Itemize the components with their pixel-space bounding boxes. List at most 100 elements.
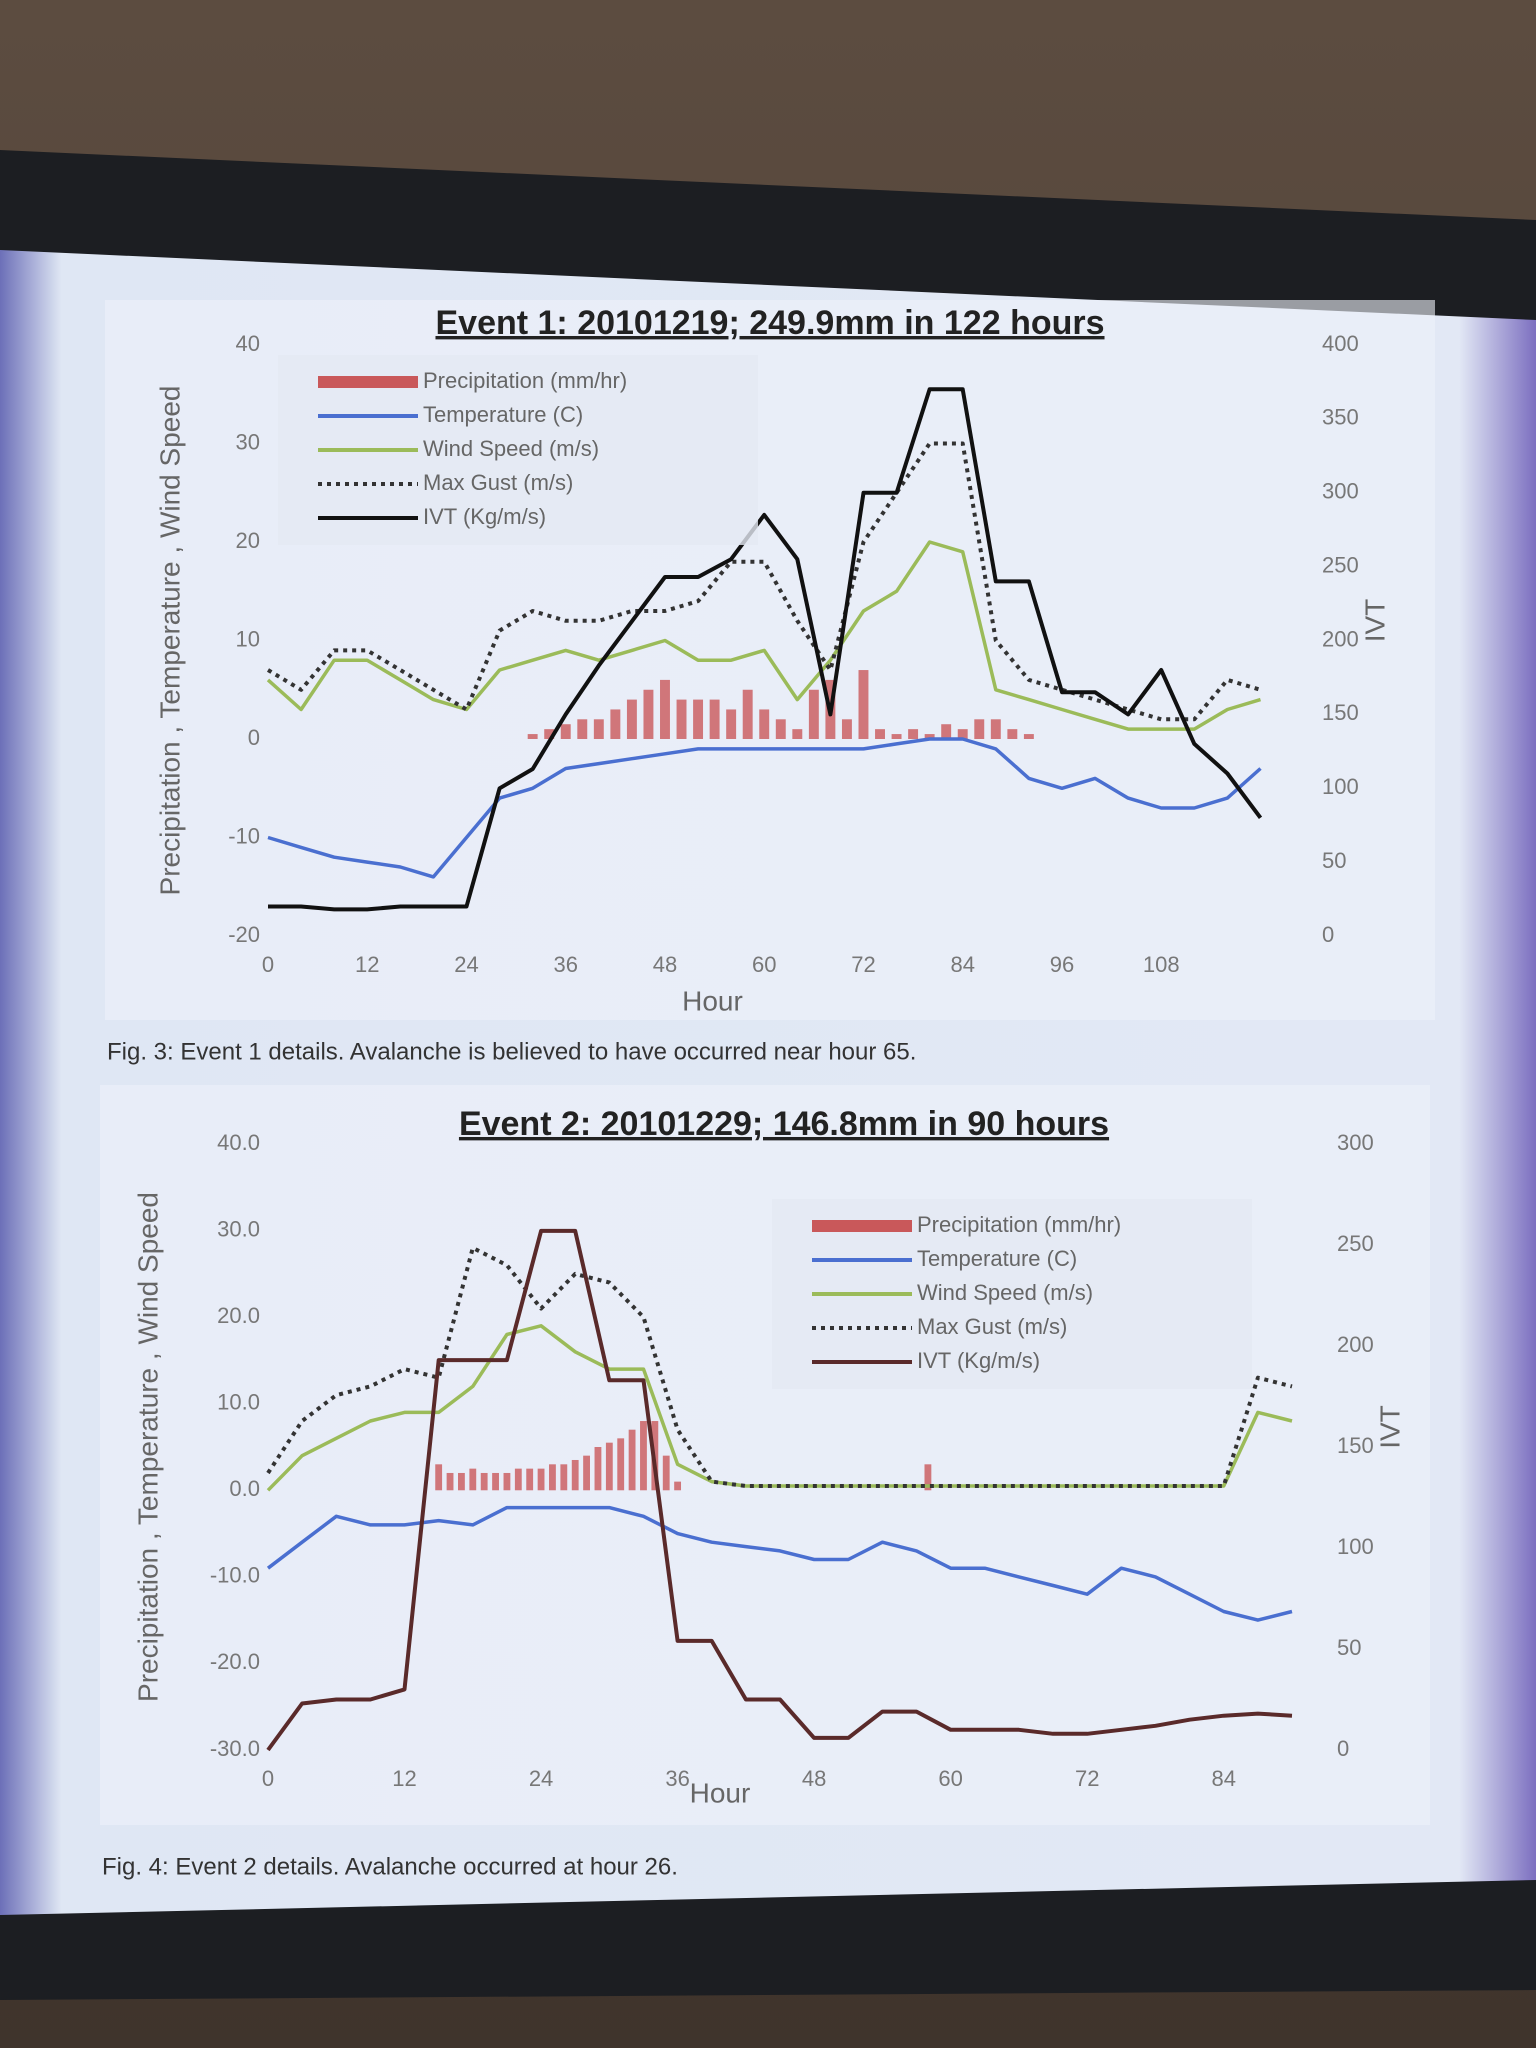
y2-tick-label: 50 (1337, 1635, 1361, 1660)
precip-bar (990, 719, 1001, 739)
y2-tick-label: 400 (1322, 331, 1359, 356)
y2-tick-label: 300 (1337, 1130, 1374, 1155)
series-line (266, 540, 1262, 731)
y2-tick-label: 100 (1322, 774, 1359, 799)
precip-bar (891, 734, 902, 739)
precip-bar (560, 724, 571, 739)
precip-bar (1007, 729, 1018, 739)
legend-label: IVT (Kg/m/s) (917, 1348, 1040, 1373)
y-tick-label: -30.0 (210, 1736, 260, 1761)
precip-bar (594, 1447, 602, 1491)
precip-bar (808, 689, 819, 739)
precip-bar (660, 679, 670, 739)
precip-bar (617, 1438, 625, 1491)
caption: Fig. 3: Event 1 details. Avalanche is be… (107, 1038, 916, 1065)
legend-swatch (318, 376, 418, 388)
precip-bar (593, 719, 604, 739)
precip-bar (537, 1468, 545, 1491)
precip-bar (709, 699, 720, 739)
x-tick-label: 48 (653, 952, 677, 977)
y-tick-label: -20.0 (210, 1649, 260, 1674)
precip-bar (435, 1464, 443, 1491)
y-tick-label: 40 (236, 331, 260, 356)
x-tick-label: 48 (802, 1766, 826, 1791)
charts: Event 1: 20101219; 249.9mm in 122 hours F… (102, 304, 1405, 1880)
precip-bar (527, 734, 538, 739)
precip-bar (626, 699, 637, 739)
y-tick-label: 10.0 (217, 1390, 260, 1415)
y2-tick-label: 250 (1337, 1231, 1374, 1256)
precip-bar (514, 1468, 522, 1491)
precip-bar (759, 709, 770, 739)
x-tick-label: 96 (1050, 952, 1074, 977)
precip-bar (924, 734, 935, 739)
precip-bar (643, 689, 654, 739)
x-tick-label: 24 (454, 952, 478, 977)
y-tick-label: 0 (248, 725, 260, 750)
precip-bar (446, 1472, 454, 1491)
y-tick-label: 40.0 (217, 1130, 260, 1155)
precip-bar (549, 1464, 556, 1491)
chart-title: Event 2: 20101229; 146.8mm in 90 hours (459, 1105, 1109, 1143)
precip-bar (841, 719, 852, 739)
legend-swatch (812, 1220, 912, 1232)
precip-bar (957, 729, 968, 739)
x-tick-label: 84 (1211, 1766, 1235, 1791)
precip-bar (640, 1421, 647, 1491)
y2-tick-label: 0 (1337, 1736, 1349, 1761)
y2-tick-label: 50 (1322, 848, 1346, 873)
y2-tick-label: 0 (1322, 922, 1334, 947)
x-tick-label: 0 (262, 1766, 274, 1791)
y-tick-label: 30 (236, 429, 260, 454)
precip-bar (792, 729, 803, 739)
precip-bar (742, 689, 753, 739)
precip-bar (676, 699, 687, 739)
y-tick-label: 20 (236, 528, 260, 553)
y2-tick-label: 250 (1322, 552, 1359, 577)
precip-bar (469, 1468, 477, 1491)
legend-label: Temperature (C) (423, 402, 583, 427)
precip-bar (924, 1464, 932, 1491)
precip-bar (941, 724, 952, 739)
series-line (267, 737, 1262, 879)
precip-bar (1023, 734, 1034, 739)
precip-bar (775, 719, 786, 739)
x-tick-label: 12 (355, 952, 379, 977)
precip-bar (492, 1472, 499, 1491)
precip-bar (858, 670, 869, 739)
precip-bar (480, 1472, 488, 1491)
x-tick-label: 60 (752, 952, 776, 977)
precip-bar (503, 1472, 511, 1491)
y-tick-label: 30.0 (217, 1216, 260, 1241)
x-tick-label: 60 (938, 1766, 962, 1791)
caption: Fig. 4: Event 2 details. Avalanche occur… (102, 1853, 678, 1880)
x-tick-label: 12 (392, 1766, 416, 1791)
series-line (266, 1245, 1293, 1488)
precip-bar (610, 709, 621, 739)
y2-tick-label: 200 (1322, 626, 1359, 651)
precip-bar (605, 1442, 613, 1491)
precip-bar (908, 729, 919, 739)
precip-bar (674, 1481, 682, 1491)
precip-bar (560, 1464, 568, 1491)
y2-tick-label: 150 (1322, 700, 1359, 725)
legend-label: Max Gust (m/s) (917, 1314, 1067, 1339)
legend-label: IVT (Kg/m/s) (423, 504, 546, 529)
series-line (266, 1228, 1293, 1752)
y2-tick-label: 150 (1337, 1433, 1374, 1458)
precip-bar (577, 719, 588, 739)
precip-bar (583, 1455, 590, 1491)
legend-label: Precipitation (mm/hr) (423, 368, 627, 393)
y2-axis-label: IVT (1359, 599, 1390, 643)
y-tick-label: 20.0 (217, 1303, 260, 1328)
precip-bar (726, 709, 737, 739)
chart-title: Event 1: 20101219; 249.9mm in 122 hours (435, 304, 1104, 342)
y2-tick-label: 300 (1322, 479, 1359, 504)
y2-axis-label: IVT (1374, 1405, 1405, 1449)
x-tick-label: 36 (665, 1766, 689, 1791)
x-axis-label: Hour (682, 985, 743, 1016)
y-tick-label: -20 (228, 922, 260, 947)
x-tick-label: 72 (1075, 1766, 1099, 1791)
precip-bar (526, 1468, 534, 1491)
